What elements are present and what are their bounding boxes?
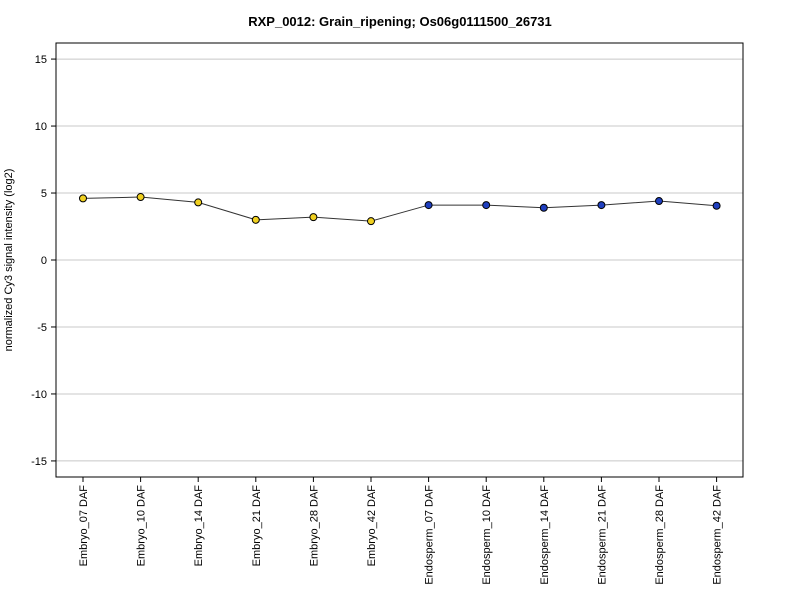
y-tick-label: 10 xyxy=(35,121,47,133)
x-tick-label: Endosperm_14 DAF xyxy=(539,485,551,585)
y-tick-label: 0 xyxy=(41,255,47,267)
data-point xyxy=(597,201,606,210)
x-tick-label: Embryo_42 DAF xyxy=(366,485,378,567)
y-tick-label: -5 xyxy=(37,322,47,334)
data-point xyxy=(136,193,145,202)
series-layer xyxy=(79,193,721,226)
x-tick-label: Endosperm_42 DAF xyxy=(712,485,724,585)
data-point xyxy=(712,201,721,210)
y-axis-label: normalized Cy3 signal intensity (log2) xyxy=(3,169,15,352)
y-tick-label: -10 xyxy=(31,389,47,401)
data-point xyxy=(251,215,260,224)
x-tick-label: Endosperm_10 DAF xyxy=(481,485,493,585)
x-tick-label: Embryo_14 DAF xyxy=(193,485,205,567)
x-tick-label: Endosperm_28 DAF xyxy=(654,485,666,585)
x-tick-label: Embryo_28 DAF xyxy=(308,485,320,567)
y-tick-label: -15 xyxy=(31,456,47,468)
data-point xyxy=(194,198,203,207)
data-point xyxy=(424,201,433,210)
data-point xyxy=(655,197,663,206)
data-point xyxy=(309,213,318,222)
y-tick-label: 5 xyxy=(41,188,47,200)
x-tick-label: Embryo_10 DAF xyxy=(136,485,148,567)
data-point xyxy=(482,201,491,210)
y-axis: -15 -10 -5 0 5 10 15 xyxy=(31,54,56,468)
y-tick-label: 15 xyxy=(35,54,47,66)
x-tick-label: Endosperm_21 DAF xyxy=(596,485,608,585)
x-tick-label: Embryo_21 DAF xyxy=(251,485,263,567)
chart-title: RXP_0012: Grain_ripening; Os06g0111500_2… xyxy=(248,14,552,29)
grid-lines xyxy=(56,58,743,462)
data-point xyxy=(539,203,548,212)
data-point xyxy=(79,194,87,203)
x-tick-label: Embryo_07 DAF xyxy=(78,485,90,567)
series-line xyxy=(82,196,717,222)
x-tick-label: Endosperm_07 DAF xyxy=(424,485,436,585)
data-point xyxy=(367,217,375,226)
plot-frame xyxy=(55,42,744,478)
x-axis: Embryo_07 DAF Embryo_10 DAF Embryo_14 DAF E… xyxy=(78,477,724,585)
